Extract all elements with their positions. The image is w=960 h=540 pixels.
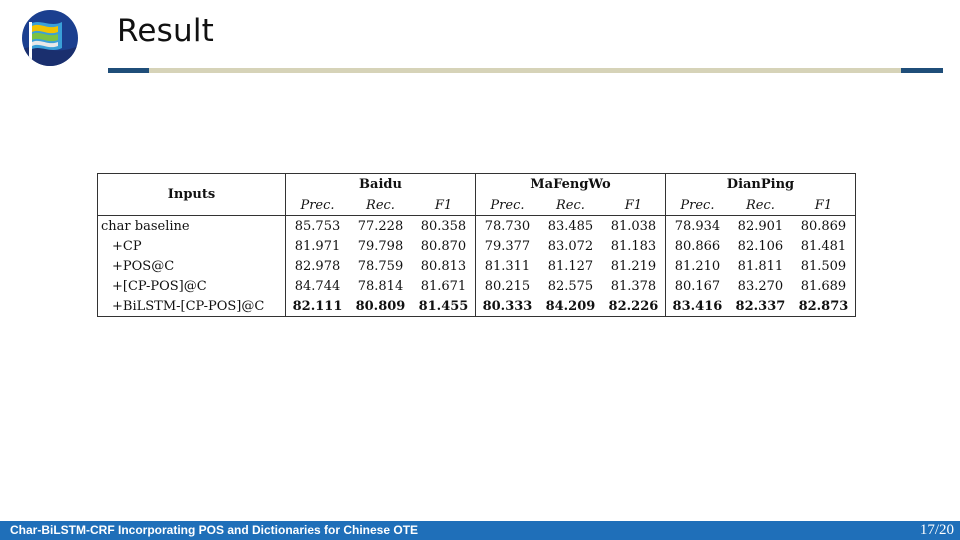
metric-header: Prec.	[665, 195, 729, 216]
group-header-baidu: Baidu	[285, 173, 476, 195]
title-rule-left	[108, 68, 149, 73]
table-row: +CP 81.971 79.798 80.870 79.377 83.072 8…	[97, 236, 856, 256]
table-cell: 80.809	[355, 298, 406, 314]
table-cell: 81.671	[411, 276, 476, 296]
flag-globe-logo	[22, 10, 78, 66]
table-cell: 82.978	[294, 258, 341, 274]
table-cell: 82.901	[737, 218, 784, 234]
table-cell: 81.811	[737, 258, 784, 274]
group-header-mafengwo: MaFengWo	[475, 173, 666, 195]
table-cell: 83.072	[547, 238, 594, 254]
table-row: +POS@C 82.978 78.759 80.813 81.311 81.12…	[97, 256, 856, 276]
table-cell: 81.971	[294, 238, 341, 254]
table-cell: 78.814	[357, 278, 404, 294]
row-label: +POS@C	[97, 256, 286, 276]
metric-header: Rec.	[349, 195, 412, 216]
table-cell: 82.337	[735, 298, 786, 314]
table-cell: 81.455	[411, 296, 476, 317]
table-cell: 77.228	[357, 218, 404, 234]
results-table: Inputs Baidu MaFengWo DianPing Prec. Rec…	[97, 173, 856, 317]
table-cell: 79.798	[357, 238, 404, 254]
table-cell: 82.106	[737, 238, 784, 254]
row-label: char baseline	[97, 215, 286, 236]
table-cell: 78.934	[674, 218, 721, 234]
table-row-best: +BiLSTM-[CP-POS]@C 82.111 80.809 81.455 …	[97, 296, 856, 317]
table-cell: 85.753	[294, 218, 341, 234]
table-cell: 78.759	[357, 258, 404, 274]
table-cell: 82.873	[798, 298, 849, 314]
table-row: char baseline 85.753 77.228 80.358 78.73…	[97, 215, 856, 236]
table-cell: 81.311	[484, 258, 531, 274]
title-rule-middle	[149, 68, 901, 73]
metric-header: F1	[791, 195, 856, 216]
table-cell: 80.870	[411, 236, 476, 256]
slide-title: Result	[117, 13, 214, 49]
table-cell: 79.377	[484, 238, 531, 254]
table-cell: 80.358	[411, 215, 476, 236]
table-cell: 81.210	[674, 258, 721, 274]
table-cell: 81.689	[800, 278, 847, 294]
table-cell: 83.485	[547, 218, 594, 234]
table-cell: 82.111	[292, 298, 343, 314]
group-header-dianping: DianPing	[726, 177, 795, 192]
table-cell: 84.209	[545, 298, 596, 314]
metric-header: F1	[601, 195, 666, 216]
table-cell: 80.869	[800, 218, 847, 234]
metric-header: F1	[411, 195, 476, 216]
table-cell: 80.866	[674, 238, 721, 254]
table-cell: 83.416	[672, 298, 723, 314]
table-cell: 81.219	[601, 256, 666, 276]
table-cell: 82.575	[547, 278, 594, 294]
footer-bar: Char-BiLSTM-CRF Incorporating POS and Di…	[0, 521, 960, 540]
table-row: +[CP-POS]@C 84.744 78.814 81.671 80.215 …	[97, 276, 856, 296]
table-cell: 82.226	[601, 296, 666, 317]
title-rule-right	[901, 68, 943, 73]
footer-title: Char-BiLSTM-CRF Incorporating POS and Di…	[10, 523, 419, 537]
metric-header: Rec.	[728, 195, 792, 216]
table-cell: 81.481	[800, 238, 847, 254]
table-cell: 80.215	[484, 278, 531, 294]
table-cell: 81.509	[800, 258, 847, 274]
table-cell: 83.270	[737, 278, 784, 294]
table-cell: 78.730	[484, 218, 531, 234]
page-number: 17/20	[919, 522, 954, 538]
table-cell: 81.127	[547, 258, 594, 274]
row-label: +[CP-POS]@C	[97, 276, 286, 296]
metric-header: Prec.	[285, 195, 349, 216]
row-label: +BiLSTM-[CP-POS]@C	[97, 296, 286, 317]
table-cell: 80.167	[674, 278, 721, 294]
metric-header: Prec.	[475, 195, 539, 216]
table-cell: 81.378	[601, 276, 666, 296]
table-cell: 81.038	[601, 215, 666, 236]
metric-header: Rec.	[538, 195, 602, 216]
row-label: +CP	[97, 236, 286, 256]
table-cell: 84.744	[294, 278, 341, 294]
inputs-header: Inputs	[97, 173, 286, 216]
table-cell: 81.183	[601, 236, 666, 256]
table-cell: 80.813	[411, 256, 476, 276]
table-cell: 80.333	[482, 298, 533, 314]
